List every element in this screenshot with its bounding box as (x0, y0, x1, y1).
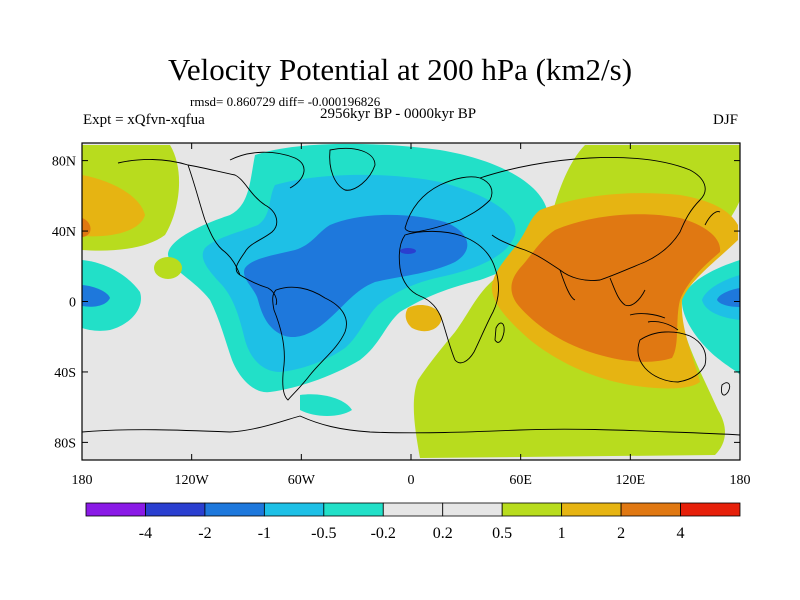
contour-negative-westedge-core (82, 285, 110, 307)
colorbar-label: -0.5 (311, 525, 336, 542)
contour-positive-pacific (154, 257, 182, 279)
contour-positive-strong (511, 214, 721, 362)
colorbar-box (263, 502, 325, 517)
colorbar-box (501, 502, 563, 517)
coastlines (82, 147, 740, 436)
lat-tick-label: 0 (69, 296, 76, 311)
contour-positive-westedge-mid (82, 175, 145, 237)
lon-tick-label: 180 (72, 473, 93, 488)
contour-positive-westedge-core (82, 218, 91, 237)
colorbar-label: 2 (617, 525, 625, 542)
colorbar-box (323, 502, 384, 517)
experiment-label: Expt = xQfvn-xqfua (83, 112, 205, 128)
lon-tick-label: 120E (616, 473, 646, 488)
lat-tick-label: 80N (52, 155, 76, 170)
contour-negative-south (300, 394, 352, 416)
lon-tick-label: 0 (408, 473, 415, 488)
stats-text: rmsd= 0.860729 diff= -0.000196826 (190, 94, 381, 109)
colorbar-box (442, 502, 503, 517)
contour-negative-eastedge-core (717, 288, 740, 307)
colorbar-box (204, 502, 265, 517)
contour-positive-blob (405, 305, 442, 332)
colorbar-label: 0.2 (433, 525, 453, 542)
colorbar-label: 0.5 (492, 525, 512, 542)
colorbar-box (680, 502, 741, 517)
lat-tick-label: 40S (54, 366, 76, 381)
contour-field (82, 143, 740, 460)
colorbar-box (561, 502, 622, 517)
colorbar-box (620, 502, 681, 517)
colorbar-label: 1 (558, 525, 566, 542)
contour-negative-strong (243, 214, 468, 338)
lat-tick-label: 80S (54, 436, 76, 451)
colorbar-label: -0.2 (371, 525, 396, 542)
colorbar-label: -2 (198, 525, 211, 542)
period-label: 2956kyr BP - 0000kyr BP (320, 106, 477, 122)
contour-negative-westedge (82, 260, 141, 331)
lon-tick-label: 60W (288, 473, 316, 488)
colorbar-label: 4 (677, 525, 685, 542)
lat-tick-label: 40N (52, 225, 76, 240)
colorbar-box (145, 502, 206, 517)
lon-tick-label: 60E (509, 473, 532, 488)
colorbar-label: -4 (139, 525, 152, 542)
lon-tick-label: 120W (175, 473, 210, 488)
colorbar-box (85, 502, 146, 517)
map-ticks: 180 120W 60W 0 60E 120E 180 80N 40N 0 40S 80S (52, 143, 751, 488)
colorbar: -4 -2 -1 -0.5 -0.2 0.2 0.5 1 2 4 (85, 502, 741, 542)
colorbar-label: -1 (258, 525, 271, 542)
season-label: DJF (712, 112, 738, 128)
colorbar-box (382, 502, 444, 517)
contour-negative-core (400, 248, 416, 254)
lon-tick-label: 180 (730, 473, 751, 488)
figure-title: Velocity Potential at 200 hPa (km2/s) (167, 52, 633, 87)
